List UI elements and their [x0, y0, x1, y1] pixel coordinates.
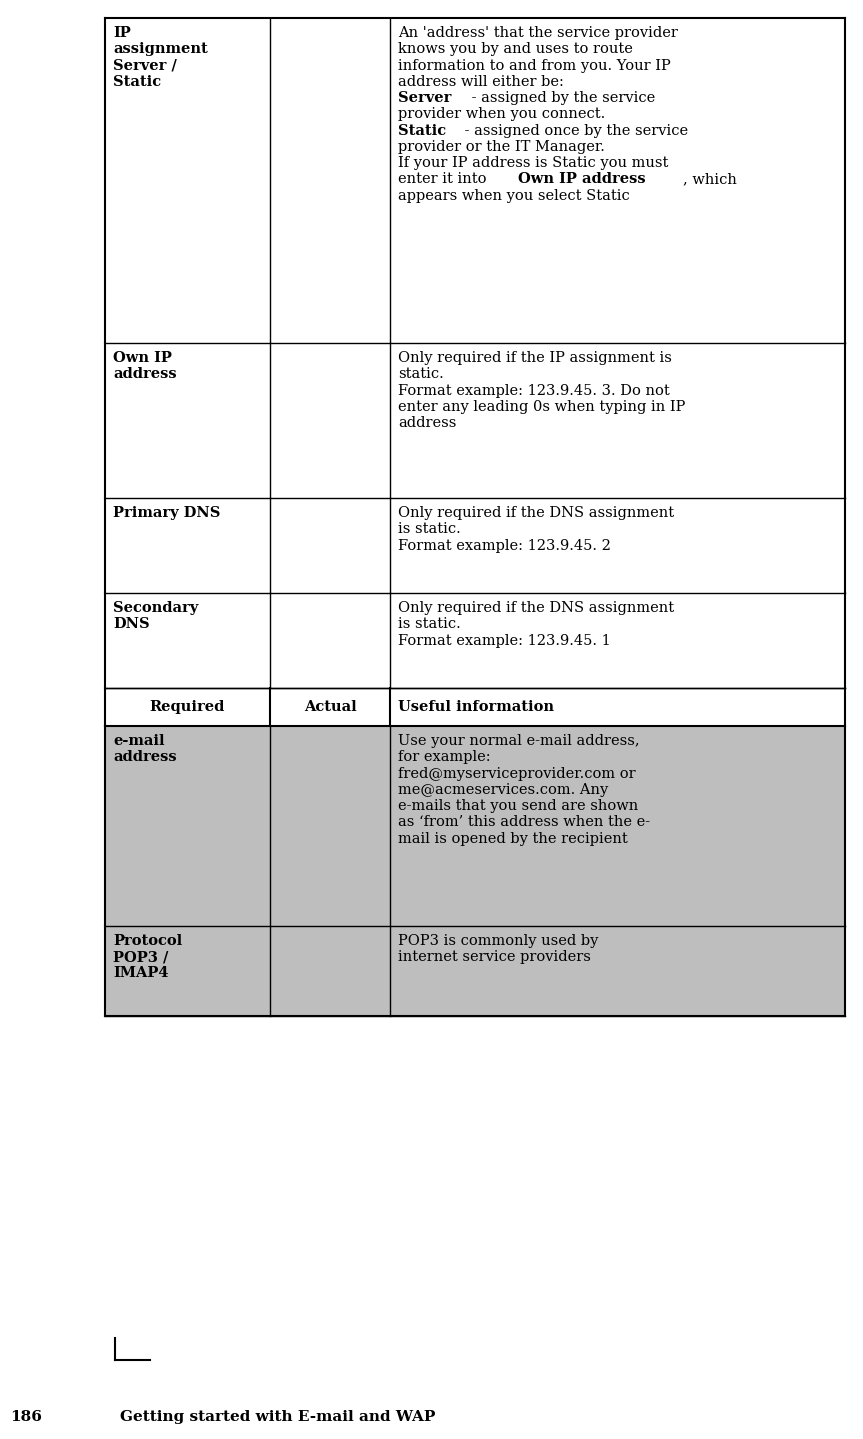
Text: Own IP
address: Own IP address: [113, 351, 177, 381]
Text: Format example: 123.9.45. 3. Do not: Format example: 123.9.45. 3. Do not: [398, 384, 670, 397]
Text: Only required if the DNS assignment: Only required if the DNS assignment: [398, 507, 674, 519]
Text: e-mails that you send are shown: e-mails that you send are shown: [398, 799, 639, 813]
Text: address will either be:: address will either be:: [398, 75, 564, 89]
Text: - assigned by the service: - assigned by the service: [467, 91, 655, 105]
Text: e-mail
address: e-mail address: [113, 734, 177, 764]
Text: If your IP address is Static you must: If your IP address is Static you must: [398, 157, 668, 170]
Text: Required: Required: [150, 699, 225, 714]
Text: is static.: is static.: [398, 617, 461, 632]
Text: provider or the IT Manager.: provider or the IT Manager.: [398, 140, 605, 154]
Text: mail is opened by the recipient: mail is opened by the recipient: [398, 832, 627, 846]
Text: is static.: is static.: [398, 522, 461, 537]
Text: Only required if the IP assignment is: Only required if the IP assignment is: [398, 351, 672, 366]
Text: as ‘from’ this address when the e-: as ‘from’ this address when the e-: [398, 816, 650, 829]
Text: Actual: Actual: [304, 699, 356, 714]
Text: fred@myserviceprovider.com or: fred@myserviceprovider.com or: [398, 767, 636, 780]
Bar: [105, 19, 845, 342]
Text: Useful information: Useful information: [398, 699, 554, 714]
Text: - assigned once by the service: - assigned once by the service: [460, 124, 688, 138]
Text: Server: Server: [398, 91, 451, 105]
Text: Primary DNS: Primary DNS: [113, 507, 220, 519]
Text: provider when you connect.: provider when you connect.: [398, 108, 605, 121]
Text: POP3 is commonly used by: POP3 is commonly used by: [398, 934, 598, 948]
Text: An 'address' that the service provider: An 'address' that the service provider: [398, 26, 677, 40]
Text: static.: static.: [398, 367, 444, 381]
Bar: [105, 927, 845, 1016]
Text: Static: Static: [398, 124, 446, 138]
Text: Protocol
POP3 /
IMAP4: Protocol POP3 / IMAP4: [113, 934, 182, 980]
Text: Own IP address: Own IP address: [518, 173, 646, 187]
Text: for example:: for example:: [398, 750, 491, 764]
Text: Format example: 123.9.45. 2: Format example: 123.9.45. 2: [398, 538, 611, 553]
Text: address: address: [398, 416, 457, 430]
Text: Use your normal e-mail address,: Use your normal e-mail address,: [398, 734, 639, 748]
Text: Format example: 123.9.45. 1: Format example: 123.9.45. 1: [398, 633, 611, 648]
Bar: [105, 593, 845, 688]
Text: information to and from you. Your IP: information to and from you. Your IP: [398, 59, 671, 72]
Bar: [105, 498, 845, 593]
Text: internet service providers: internet service providers: [398, 950, 591, 964]
Text: Getting started with E-mail and WAP: Getting started with E-mail and WAP: [120, 1410, 435, 1425]
Bar: [105, 727, 845, 927]
Text: enter it into: enter it into: [398, 173, 491, 187]
Bar: [105, 342, 845, 498]
Text: , which: , which: [683, 173, 737, 187]
Text: IP
assignment
Server /
Static: IP assignment Server / Static: [113, 26, 208, 89]
Text: 186: 186: [10, 1410, 42, 1425]
Text: Only required if the DNS assignment: Only required if the DNS assignment: [398, 602, 674, 614]
Text: Secondary
DNS: Secondary DNS: [113, 602, 198, 632]
Bar: [105, 688, 845, 727]
Text: me@acmeservices.com. Any: me@acmeservices.com. Any: [398, 783, 608, 797]
Text: appears when you select Static: appears when you select Static: [398, 189, 630, 203]
Text: knows you by and uses to route: knows you by and uses to route: [398, 42, 633, 56]
Text: enter any leading 0s when typing in IP: enter any leading 0s when typing in IP: [398, 400, 685, 414]
